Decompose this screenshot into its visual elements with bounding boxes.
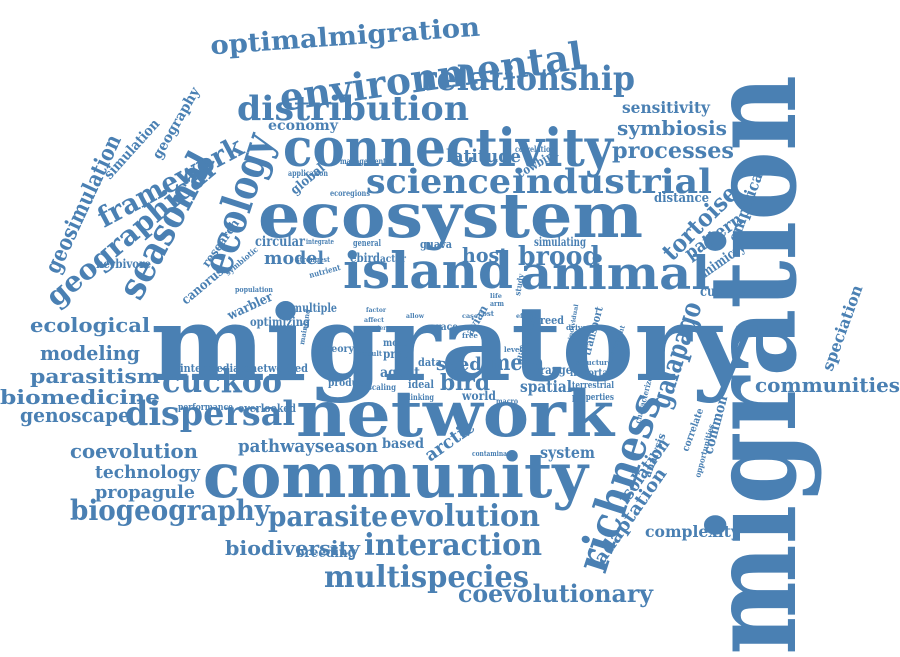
word-propagule: propagule	[95, 482, 195, 503]
word-important: important	[570, 368, 618, 379]
word-evolution: evolution	[390, 499, 540, 534]
word-communities: communities	[755, 373, 900, 397]
word-theory: theory	[320, 344, 355, 355]
word-ideal: ideal	[408, 378, 434, 391]
word-scaling: scaling	[368, 382, 396, 392]
word-multiple: multiple	[292, 301, 337, 315]
word-performance: performance	[178, 403, 233, 413]
word-based: based	[382, 436, 424, 452]
word-actor: actor	[380, 254, 407, 265]
word-world: world	[461, 389, 496, 403]
word-contaminant: contaminant	[472, 449, 515, 458]
word-technology: technology	[95, 462, 201, 483]
word-spatial: spatial	[520, 377, 572, 396]
word-simulating: simulating	[534, 235, 586, 249]
word-parasite: parasite	[268, 500, 388, 533]
word-ebird: ebird	[350, 251, 381, 265]
word-pathwayseason: pathwayseason	[238, 436, 378, 457]
word-speciation: speciation	[818, 282, 867, 373]
word-general: general	[353, 239, 381, 249]
word-terrestrial: terrestrial	[572, 381, 614, 391]
word-arm: arm	[490, 299, 505, 308]
word-herbivore: herbivore	[96, 257, 151, 271]
word-host: host	[462, 243, 509, 267]
word-strongest: strongest	[296, 255, 331, 264]
word-circular: circular	[255, 234, 306, 250]
word-driven: driven	[566, 323, 592, 332]
word-several: several	[470, 346, 492, 352]
word-linking: linking	[408, 392, 434, 402]
word-greater: greater	[364, 325, 387, 332]
word-properties: properties	[572, 393, 614, 403]
word-affect: affect	[364, 317, 384, 324]
word-relationship: relationship	[420, 59, 635, 99]
word-effect: effect	[516, 313, 536, 320]
word-genoscape: genoscape	[20, 403, 130, 427]
word-science: science	[366, 162, 511, 202]
word-ecoregions: ecoregions	[330, 188, 370, 198]
word-economy: economy	[268, 118, 339, 134]
word-coevolution: coevolution	[70, 439, 198, 463]
word-allow: allow	[406, 313, 425, 320]
word-cuculus: cuculus	[700, 284, 750, 300]
word-race: race	[436, 322, 458, 333]
word-life: life	[490, 293, 502, 300]
word-product: product	[328, 378, 368, 389]
word-symbiosis: symbiosis	[617, 116, 727, 140]
word-correlation: correlation	[515, 144, 555, 154]
word-processes: processes	[612, 138, 734, 164]
word-integrate: integrate	[306, 237, 334, 246]
word-range: range	[540, 363, 572, 377]
word-breeding: breeding	[296, 545, 356, 561]
word-complexity: complexity	[645, 522, 741, 541]
word-system: system	[540, 443, 595, 462]
word-overlooked: overlooked	[238, 402, 296, 415]
word-application: application	[288, 168, 328, 178]
word-networked: networked	[250, 362, 308, 375]
word-sensitivity: sensitivity	[622, 98, 711, 117]
word-result: result	[360, 349, 383, 358]
word-data: data	[418, 356, 442, 369]
word-case: case	[462, 313, 478, 320]
word-free: free	[462, 331, 479, 340]
word-ecological: ecological	[30, 313, 150, 337]
word-modeling: modeling	[40, 341, 140, 365]
word-coevolutionary: coevolutionary	[458, 579, 654, 608]
word-guava: guava	[420, 238, 452, 251]
word-intermediate: intermediate	[180, 362, 250, 375]
word-cost: cost	[478, 309, 495, 318]
word-factor: factor	[366, 307, 387, 314]
word-population: population	[235, 285, 273, 294]
word-seed: seed	[436, 354, 482, 375]
word-proc: proc	[383, 347, 409, 361]
word-distance: distance	[654, 191, 709, 206]
word-latitude: latitude	[446, 146, 521, 167]
word-reed: reed	[540, 314, 564, 327]
word-management: management	[340, 156, 386, 166]
word-level: level	[504, 345, 522, 354]
word-macro: macro	[496, 396, 519, 406]
